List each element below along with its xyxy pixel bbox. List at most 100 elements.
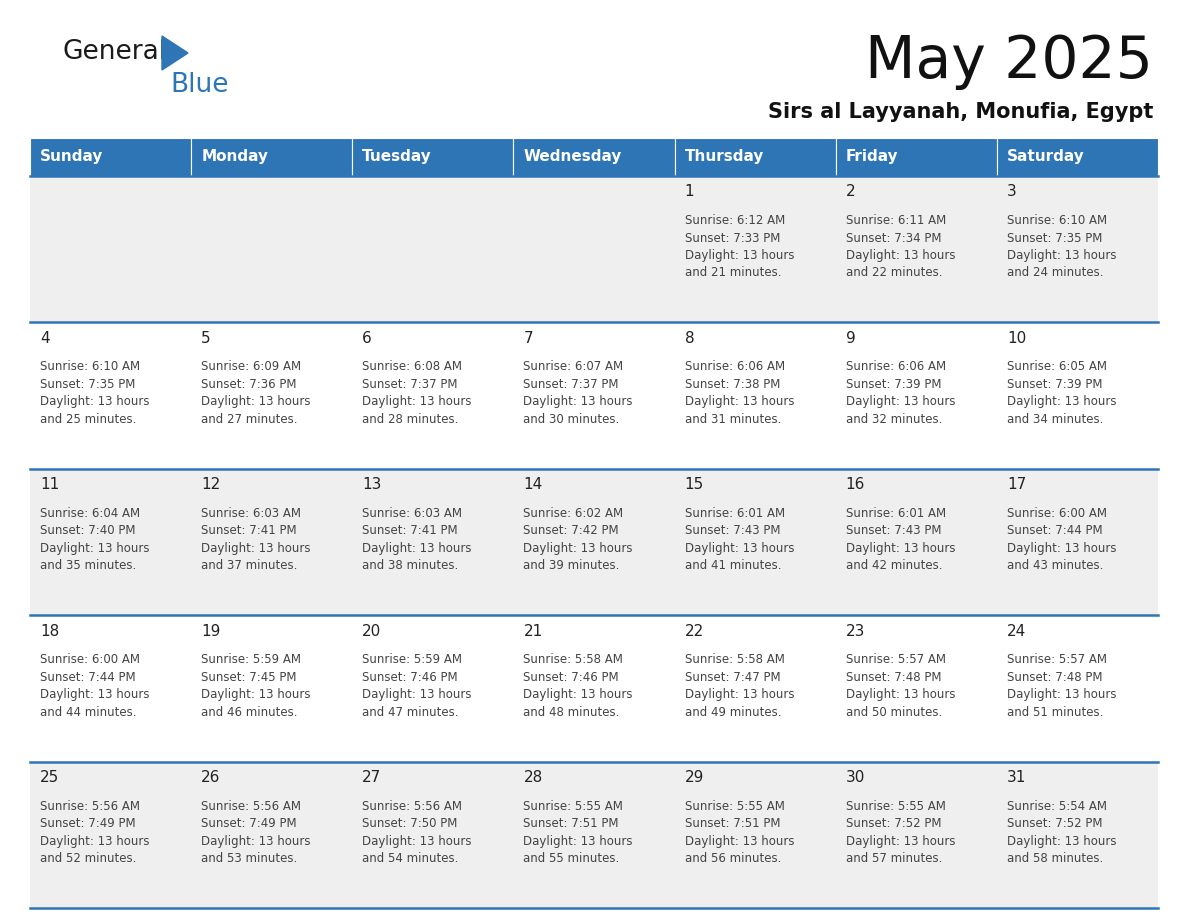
Text: Daylight: 13 hours: Daylight: 13 hours bbox=[1007, 542, 1117, 554]
Text: Daylight: 13 hours: Daylight: 13 hours bbox=[201, 834, 310, 847]
Bar bbox=[835, 138, 997, 176]
Text: Sunset: 7:52 PM: Sunset: 7:52 PM bbox=[1007, 817, 1102, 830]
Text: 28: 28 bbox=[524, 770, 543, 785]
Text: Sunrise: 5:59 AM: Sunrise: 5:59 AM bbox=[201, 654, 301, 666]
Text: and 25 minutes.: and 25 minutes. bbox=[40, 413, 137, 426]
Text: Daylight: 13 hours: Daylight: 13 hours bbox=[846, 688, 955, 701]
Text: and 31 minutes.: and 31 minutes. bbox=[684, 413, 781, 426]
Bar bbox=[30, 615, 1158, 762]
Text: 23: 23 bbox=[846, 623, 865, 639]
Text: Daylight: 13 hours: Daylight: 13 hours bbox=[684, 542, 794, 554]
Text: Sunset: 7:43 PM: Sunset: 7:43 PM bbox=[846, 524, 941, 537]
Text: 24: 24 bbox=[1007, 623, 1026, 639]
Text: 14: 14 bbox=[524, 477, 543, 492]
Text: Sunrise: 6:02 AM: Sunrise: 6:02 AM bbox=[524, 507, 624, 520]
Text: and 28 minutes.: and 28 minutes. bbox=[362, 413, 459, 426]
Text: Daylight: 13 hours: Daylight: 13 hours bbox=[362, 834, 472, 847]
Text: and 55 minutes.: and 55 minutes. bbox=[524, 852, 620, 865]
Text: May 2025: May 2025 bbox=[865, 33, 1154, 91]
Text: and 22 minutes.: and 22 minutes. bbox=[846, 266, 942, 279]
Text: Sunrise: 6:06 AM: Sunrise: 6:06 AM bbox=[684, 361, 785, 374]
Text: 15: 15 bbox=[684, 477, 703, 492]
Text: Daylight: 13 hours: Daylight: 13 hours bbox=[362, 542, 472, 554]
Text: Sunset: 7:51 PM: Sunset: 7:51 PM bbox=[684, 817, 781, 830]
Text: and 56 minutes.: and 56 minutes. bbox=[684, 852, 781, 865]
Text: Daylight: 13 hours: Daylight: 13 hours bbox=[201, 688, 310, 701]
Text: Daylight: 13 hours: Daylight: 13 hours bbox=[684, 834, 794, 847]
Text: and 49 minutes.: and 49 minutes. bbox=[684, 706, 781, 719]
Text: Sunrise: 6:04 AM: Sunrise: 6:04 AM bbox=[40, 507, 140, 520]
Text: Daylight: 13 hours: Daylight: 13 hours bbox=[40, 688, 150, 701]
Text: and 47 minutes.: and 47 minutes. bbox=[362, 706, 459, 719]
Text: Sunrise: 5:56 AM: Sunrise: 5:56 AM bbox=[40, 800, 140, 812]
Text: 18: 18 bbox=[40, 623, 59, 639]
Text: Sunset: 7:50 PM: Sunset: 7:50 PM bbox=[362, 817, 457, 830]
Text: 19: 19 bbox=[201, 623, 221, 639]
Text: Sunrise: 6:08 AM: Sunrise: 6:08 AM bbox=[362, 361, 462, 374]
Text: and 53 minutes.: and 53 minutes. bbox=[201, 852, 297, 865]
Text: and 51 minutes.: and 51 minutes. bbox=[1007, 706, 1104, 719]
Bar bbox=[30, 469, 1158, 615]
Text: Sunset: 7:35 PM: Sunset: 7:35 PM bbox=[40, 378, 135, 391]
Text: 27: 27 bbox=[362, 770, 381, 785]
Text: Sunset: 7:43 PM: Sunset: 7:43 PM bbox=[684, 524, 781, 537]
Bar bbox=[353, 138, 513, 176]
Text: 29: 29 bbox=[684, 770, 704, 785]
Text: and 37 minutes.: and 37 minutes. bbox=[201, 559, 297, 572]
Text: Daylight: 13 hours: Daylight: 13 hours bbox=[1007, 396, 1117, 409]
Text: Sunset: 7:40 PM: Sunset: 7:40 PM bbox=[40, 524, 135, 537]
Text: Sunset: 7:37 PM: Sunset: 7:37 PM bbox=[524, 378, 619, 391]
Text: 7: 7 bbox=[524, 330, 533, 346]
Text: Sunrise: 5:56 AM: Sunrise: 5:56 AM bbox=[362, 800, 462, 812]
Text: and 43 minutes.: and 43 minutes. bbox=[1007, 559, 1104, 572]
Text: Daylight: 13 hours: Daylight: 13 hours bbox=[1007, 834, 1117, 847]
Text: Sunrise: 6:00 AM: Sunrise: 6:00 AM bbox=[1007, 507, 1107, 520]
Polygon shape bbox=[162, 36, 188, 70]
Text: Sunset: 7:45 PM: Sunset: 7:45 PM bbox=[201, 671, 297, 684]
Bar bbox=[675, 138, 835, 176]
Text: Friday: Friday bbox=[846, 150, 898, 164]
Text: 21: 21 bbox=[524, 623, 543, 639]
Text: and 39 minutes.: and 39 minutes. bbox=[524, 559, 620, 572]
Text: Sunset: 7:44 PM: Sunset: 7:44 PM bbox=[40, 671, 135, 684]
Text: Sunrise: 5:55 AM: Sunrise: 5:55 AM bbox=[846, 800, 946, 812]
Bar bbox=[191, 138, 353, 176]
Text: and 48 minutes.: and 48 minutes. bbox=[524, 706, 620, 719]
Text: 17: 17 bbox=[1007, 477, 1026, 492]
Text: and 21 minutes.: and 21 minutes. bbox=[684, 266, 781, 279]
Text: Sunset: 7:38 PM: Sunset: 7:38 PM bbox=[684, 378, 781, 391]
Text: Sunrise: 6:10 AM: Sunrise: 6:10 AM bbox=[40, 361, 140, 374]
Text: Sunset: 7:48 PM: Sunset: 7:48 PM bbox=[1007, 671, 1102, 684]
Text: Daylight: 13 hours: Daylight: 13 hours bbox=[684, 688, 794, 701]
Text: 3: 3 bbox=[1007, 185, 1017, 199]
Text: Sunset: 7:41 PM: Sunset: 7:41 PM bbox=[362, 524, 457, 537]
Text: 26: 26 bbox=[201, 770, 221, 785]
Text: Daylight: 13 hours: Daylight: 13 hours bbox=[524, 834, 633, 847]
Bar bbox=[30, 138, 191, 176]
Text: 25: 25 bbox=[40, 770, 59, 785]
Text: Sunrise: 6:06 AM: Sunrise: 6:06 AM bbox=[846, 361, 946, 374]
Text: and 27 minutes.: and 27 minutes. bbox=[201, 413, 298, 426]
Text: 5: 5 bbox=[201, 330, 210, 346]
Text: and 41 minutes.: and 41 minutes. bbox=[684, 559, 781, 572]
Text: 10: 10 bbox=[1007, 330, 1026, 346]
Text: Sunset: 7:52 PM: Sunset: 7:52 PM bbox=[846, 817, 941, 830]
Text: Wednesday: Wednesday bbox=[524, 150, 621, 164]
Text: Daylight: 13 hours: Daylight: 13 hours bbox=[1007, 688, 1117, 701]
Text: 1: 1 bbox=[684, 185, 694, 199]
Text: Saturday: Saturday bbox=[1007, 150, 1085, 164]
Text: 6: 6 bbox=[362, 330, 372, 346]
Bar bbox=[513, 138, 675, 176]
Text: 11: 11 bbox=[40, 477, 59, 492]
Text: Daylight: 13 hours: Daylight: 13 hours bbox=[201, 542, 310, 554]
Bar bbox=[30, 762, 1158, 908]
Text: and 44 minutes.: and 44 minutes. bbox=[40, 706, 137, 719]
Text: 30: 30 bbox=[846, 770, 865, 785]
Text: Blue: Blue bbox=[170, 72, 228, 98]
Text: 31: 31 bbox=[1007, 770, 1026, 785]
Text: Daylight: 13 hours: Daylight: 13 hours bbox=[201, 396, 310, 409]
Text: 12: 12 bbox=[201, 477, 221, 492]
Text: Sunset: 7:33 PM: Sunset: 7:33 PM bbox=[684, 231, 781, 244]
Text: 16: 16 bbox=[846, 477, 865, 492]
Text: 20: 20 bbox=[362, 623, 381, 639]
